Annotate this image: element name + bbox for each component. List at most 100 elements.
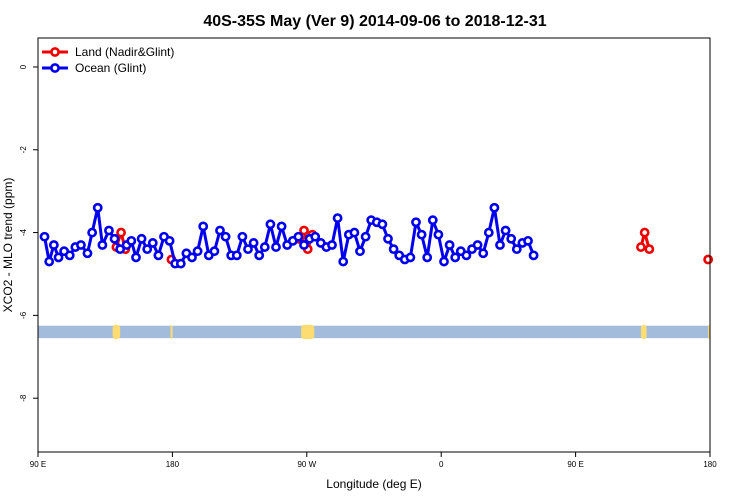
- x-tick-label: 90 E: [567, 460, 583, 469]
- ocean-series-point: [433, 229, 444, 240]
- ocean-series-point: [427, 215, 438, 226]
- ocean-series-point: [254, 250, 265, 261]
- land-series-point: [636, 242, 646, 252]
- ocean-series-point: [349, 227, 360, 238]
- ocean-band: [38, 325, 710, 339]
- plot-frame: [37, 37, 711, 453]
- ocean-series-point: [271, 242, 281, 252]
- legend-swatch-point: [50, 47, 60, 57]
- x-tick-label: 0: [439, 460, 444, 469]
- ocean-series-point: [109, 233, 120, 244]
- ocean-series-point: [332, 213, 343, 223]
- ocean-series-point: [175, 258, 186, 269]
- legend-entry: Ocean (Glint): [75, 61, 146, 75]
- ocean-series-point: [489, 202, 500, 213]
- land-series-point: [639, 227, 650, 238]
- ocean-series-point: [461, 250, 472, 261]
- ocean-series-point: [164, 235, 175, 246]
- ocean-series-point: [53, 252, 64, 263]
- y-tick-label: -6: [19, 311, 28, 319]
- ocean-series-point: [355, 246, 365, 257]
- ocean-series-point: [495, 240, 505, 250]
- ocean-series-point: [293, 231, 304, 242]
- ocean-series-point: [377, 219, 388, 230]
- ocean-series-point: [243, 244, 253, 255]
- ocean-series-point: [136, 233, 147, 244]
- ocean-series-point: [422, 252, 433, 263]
- ocean-series-point: [523, 235, 533, 246]
- y-tick-label: -4: [19, 228, 28, 236]
- ocean-series-point: [276, 221, 287, 232]
- ocean-series-point: [360, 231, 371, 242]
- land-series-point: [703, 254, 714, 265]
- x-tick-label: 90 W: [297, 460, 316, 469]
- ocean-series-point: [215, 225, 225, 236]
- legend: Land (Nadir&Glint) Ocean (Glint): [42, 45, 174, 75]
- land-blob: [640, 324, 647, 340]
- legend-entry: Land (Nadir&Glint): [75, 45, 174, 59]
- legend-swatch-point: [50, 63, 60, 73]
- chart-title: 40S-35S May (Ver 9) 2014-09-06 to 2018-1…: [203, 13, 546, 30]
- ocean-series-point: [439, 256, 449, 267]
- x-tick-label: 90 E: [30, 460, 46, 469]
- land-ocean-strip: [38, 324, 711, 340]
- ocean-series-point: [92, 202, 103, 213]
- land-series-point: [116, 227, 126, 238]
- ocean-series-point: [115, 244, 126, 255]
- y-tick-label: -2: [19, 146, 28, 154]
- land-blob: [112, 324, 121, 340]
- ocean-series-point: [131, 252, 141, 263]
- land-blob: [301, 324, 315, 340]
- ocean-series-point: [511, 244, 522, 255]
- x-axis-label: Longitude (deg E): [326, 477, 421, 491]
- ocean-series-point: [142, 244, 153, 255]
- series: [39, 202, 714, 269]
- ocean-series-point: [220, 231, 231, 242]
- x-tick-label: 180: [703, 460, 717, 469]
- ocean-series-point: [310, 231, 321, 242]
- ocean-series-point: [192, 246, 203, 257]
- ocean-series-point: [147, 238, 158, 248]
- ocean-series-point: [483, 227, 494, 238]
- ocean-series-point: [472, 240, 483, 250]
- ocean-series-point: [478, 248, 489, 259]
- ocean-series-point: [209, 246, 220, 257]
- ocean-series-point: [500, 225, 511, 236]
- ocean-series-point: [231, 250, 242, 261]
- ocean-series-point: [383, 233, 393, 244]
- land-blob: [170, 324, 173, 340]
- ocean-series-point: [506, 233, 517, 244]
- axes: 90 E 180 90 W 0 90 E 180 0 -2 -4 -6 -8: [19, 64, 717, 469]
- ocean-series-point: [82, 248, 93, 259]
- ocean-series-point: [265, 219, 276, 230]
- ocean-series-point: [187, 252, 197, 263]
- ocean-series-point: [338, 256, 349, 267]
- ocean-series-point: [198, 221, 209, 232]
- land-series-point: [644, 244, 655, 255]
- y-axis-label: XCO2 - MLO trend (ppm): [1, 178, 15, 313]
- ocean-series-point: [327, 240, 337, 250]
- x-tick-label: 180: [166, 460, 180, 469]
- ocean-series-point: [388, 244, 399, 255]
- ocean-series-point: [237, 231, 248, 242]
- ocean-series-point: [153, 250, 164, 261]
- ocean-series-point: [299, 240, 309, 250]
- ocean-series-point: [405, 252, 416, 263]
- ocean-series-point: [87, 227, 98, 238]
- ocean-series-point: [450, 252, 461, 263]
- ocean-series-point: [104, 225, 114, 236]
- ocean-series-point: [64, 250, 75, 261]
- ocean-series-point: [76, 240, 86, 250]
- ocean-series-point: [259, 242, 270, 252]
- land-series-point: [299, 225, 309, 236]
- ocean-series-point: [416, 229, 427, 240]
- y-tick-label: -8: [19, 394, 28, 402]
- ocean-series-point: [39, 231, 50, 242]
- y-tick-label: 0: [19, 64, 28, 69]
- ocean-series-point: [44, 256, 55, 267]
- ocean-series-point: [411, 217, 421, 228]
- ocean-series-point: [444, 240, 455, 250]
- ocean-series-point: [248, 238, 259, 248]
- ocean-series-point: [126, 235, 137, 246]
